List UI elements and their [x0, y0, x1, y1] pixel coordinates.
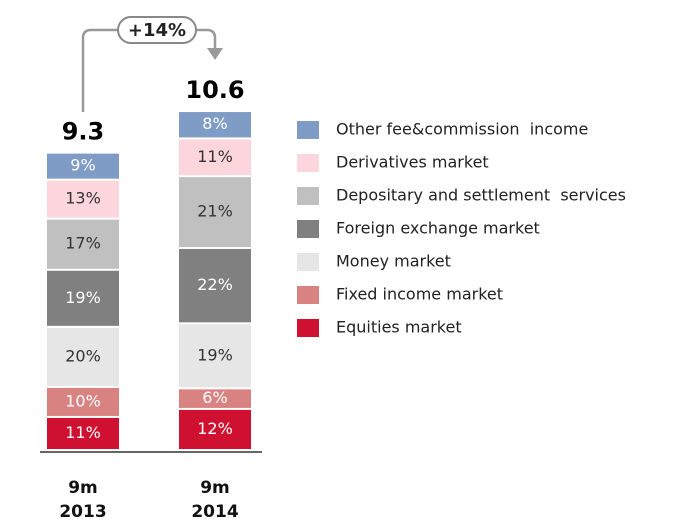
bar-segment [179, 324, 251, 388]
segment-label: 11% [65, 423, 101, 442]
bar-segment [179, 139, 251, 176]
legend-swatch [297, 286, 319, 304]
annotation: +14% [128, 20, 186, 41]
arrow-head [207, 48, 223, 60]
legend-label: Equities market [336, 318, 462, 337]
legend-swatch [297, 187, 319, 205]
segment-label: 19% [197, 345, 233, 364]
segment-label: 10% [65, 391, 101, 410]
bar-segment [47, 387, 119, 416]
bar-segment [47, 417, 119, 449]
legend-swatch [297, 253, 319, 271]
legend-label: Foreign exchange market [336, 219, 540, 238]
bar-segment [47, 180, 119, 218]
legend-label: Fixed income market [336, 285, 503, 304]
legend-swatch [297, 220, 319, 238]
segment-label: 8% [202, 114, 227, 133]
bar-segment [179, 112, 251, 138]
legend-swatch [297, 319, 319, 337]
bar-segment [47, 153, 119, 179]
segment-label: 19% [65, 288, 101, 307]
legend-label: Derivatives market [336, 153, 489, 172]
total-label: 9.3 [62, 118, 105, 146]
bar-segment [179, 177, 251, 247]
legend-swatch [297, 154, 319, 172]
x-tick-label: 9m 2014 [191, 478, 239, 519]
bar-segment [179, 409, 251, 449]
legend-label: Other fee&commission income [336, 120, 588, 139]
segment-label: 11% [197, 147, 233, 166]
segment-label: 6% [202, 388, 227, 407]
bar-segment [179, 389, 251, 408]
total-label: 10.6 [185, 76, 244, 104]
bar-segment [47, 270, 119, 326]
bar-segment [47, 327, 119, 386]
segment-label: 13% [65, 189, 101, 208]
bar-segment [47, 219, 119, 269]
segment-label: 22% [197, 275, 233, 294]
segment-label: 12% [197, 419, 233, 438]
legend-label: Depositary and settlement services [336, 186, 626, 205]
legend-swatch [297, 121, 319, 139]
bar-segment [179, 248, 251, 323]
legend-label: Money market [336, 252, 451, 271]
segment-label: 9% [70, 156, 95, 175]
segment-label: 20% [65, 346, 101, 365]
segment-label: 17% [65, 234, 101, 253]
annotation-oval [117, 16, 197, 44]
x-tick-label: 9m 2013 [59, 478, 107, 519]
segment-label: 21% [197, 202, 233, 221]
